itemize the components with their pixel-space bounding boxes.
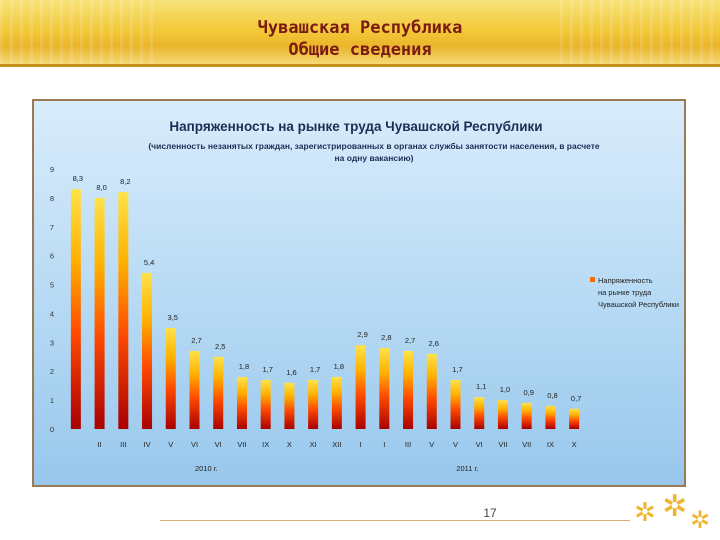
y-tick-label: 8 — [50, 194, 54, 203]
x-tick-label: III — [405, 440, 411, 449]
x-tick-label: X — [287, 440, 292, 449]
bar — [213, 356, 224, 429]
bar-value-label: 2,8 — [381, 333, 391, 342]
bar — [331, 377, 342, 429]
bar — [308, 379, 319, 429]
bar-value-label: 1,1 — [476, 382, 486, 391]
y-tick-label: 6 — [50, 252, 54, 261]
bar-value-label: 1,8 — [334, 362, 344, 371]
star-icon: ✲ — [662, 489, 688, 524]
x-tick-label: III — [120, 440, 126, 449]
bar-value-label: 8,2 — [120, 177, 130, 186]
x-tick-label: V — [429, 440, 434, 449]
bar — [403, 351, 414, 429]
bar-value-label: 1,7 — [262, 365, 272, 374]
bar-value-label: 2,7 — [405, 336, 415, 345]
bar-value-label: 8,0 — [96, 183, 106, 192]
bar-chart: Напряженность на рынке труда Чувашской Р… — [50, 119, 679, 473]
year-group-label: 2010 г. — [195, 464, 218, 473]
x-tick-label: V — [168, 440, 173, 449]
bar — [426, 353, 437, 429]
chart-subtitle: (численность незанятых граждан, зарегист… — [148, 141, 600, 151]
x-tick-label: VI — [476, 440, 483, 449]
bar — [355, 345, 366, 429]
x-tick-label: IV — [143, 440, 150, 449]
bar-value-label: 0,7 — [571, 394, 581, 403]
bar — [236, 377, 247, 429]
y-tick-label: 1 — [50, 396, 54, 405]
x-tick-label: VII — [237, 440, 246, 449]
x-tick-label: VI — [215, 440, 222, 449]
bar — [118, 192, 129, 429]
header-divider — [0, 64, 720, 67]
page-number: 17 — [483, 506, 497, 520]
bar-value-label: 2,7 — [191, 336, 201, 345]
bar — [284, 382, 295, 429]
bar — [94, 197, 105, 429]
x-tick-label: I — [383, 440, 385, 449]
bar — [569, 408, 580, 429]
bar-value-label: 0,8 — [547, 391, 557, 400]
x-tick-label: IX — [547, 440, 554, 449]
bar-value-label: 0,9 — [523, 388, 533, 397]
chart-frame: Напряженность на рынке труда Чувашской Р… — [32, 99, 686, 487]
y-tick-label: 4 — [50, 309, 54, 318]
bar — [521, 403, 532, 429]
bar-value-label: 2,9 — [357, 330, 367, 339]
bar-value-label: 3,5 — [168, 313, 178, 322]
bar — [142, 273, 153, 429]
bar-value-label: 1,8 — [239, 362, 249, 371]
bar-value-label: 1,7 — [452, 365, 462, 374]
y-tick-label: 7 — [50, 223, 54, 232]
bar-value-label: 8,3 — [73, 174, 83, 183]
y-tick-label: 2 — [50, 367, 54, 376]
slide-subtitle: Общие сведения — [288, 40, 432, 60]
y-tick-label: 0 — [50, 425, 54, 434]
bar — [189, 351, 200, 429]
x-tick-label: II — [98, 440, 102, 449]
bar — [474, 397, 485, 429]
legend-label: Чувашской Республики — [598, 300, 679, 309]
bar-value-label: 1,7 — [310, 365, 320, 374]
year-group-label: 2011 г. — [456, 464, 478, 473]
y-tick-label: 5 — [50, 281, 54, 290]
bar-value-label: 1,6 — [286, 368, 296, 377]
bar — [497, 400, 508, 429]
bar-value-label: 2,5 — [215, 342, 225, 351]
x-tick-label: I — [360, 440, 362, 449]
y-tick-label: 3 — [50, 338, 54, 347]
chart-subtitle: на одну вакансию) — [335, 153, 414, 163]
x-tick-label: XII — [332, 440, 341, 449]
bar-value-label: 1,0 — [500, 385, 510, 394]
chart-title: Напряженность на рынке труда Чувашской Р… — [169, 119, 542, 134]
bar-value-label: 2,6 — [429, 339, 439, 348]
legend-swatch — [590, 277, 595, 282]
bar — [70, 189, 81, 429]
bar — [545, 405, 556, 429]
x-tick-label: VII — [498, 440, 507, 449]
footer-divider — [160, 520, 630, 521]
bar — [260, 379, 271, 429]
x-tick-label: X — [572, 440, 577, 449]
y-tick-label: 9 — [50, 165, 54, 174]
bar-value-label: 5,4 — [144, 258, 154, 267]
header-band — [0, 0, 720, 66]
bar — [379, 348, 390, 429]
x-tick-label: VI — [191, 440, 198, 449]
bar — [450, 379, 461, 429]
x-tick-label: XI — [310, 440, 317, 449]
bar — [165, 327, 176, 429]
legend-label: на рынке труда — [598, 288, 652, 297]
star-icon: ✲ — [634, 498, 656, 528]
slide-title: Чувашская Республика — [257, 18, 463, 38]
legend-label: Напряженность — [598, 276, 653, 285]
x-tick-label: V — [453, 440, 458, 449]
star-icon: ✲ — [690, 506, 711, 534]
x-tick-label: IX — [262, 440, 269, 449]
x-tick-label: VII — [522, 440, 531, 449]
